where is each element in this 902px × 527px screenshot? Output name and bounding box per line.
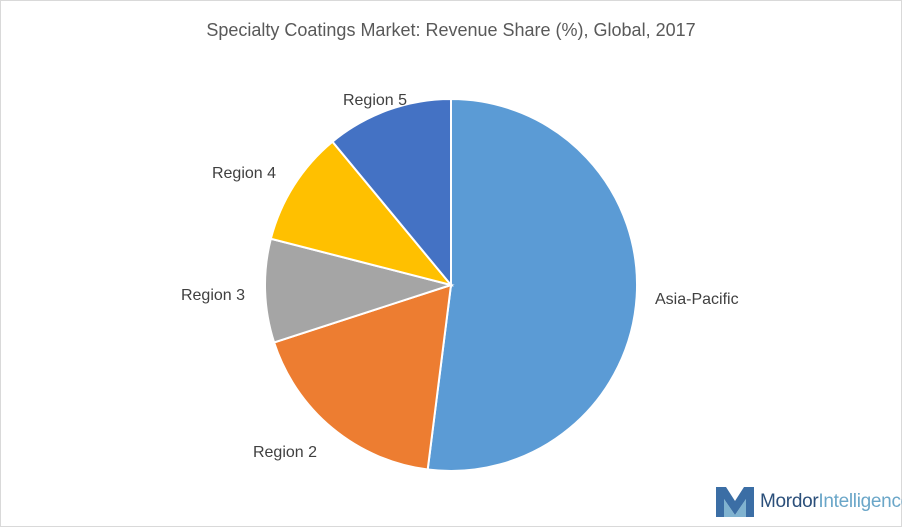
pie-slice-region-3 xyxy=(264,237,455,344)
slice-label-region-2: Region 2 xyxy=(253,444,317,461)
logo-word-second: Intelligence xyxy=(818,491,902,512)
slice-label-asia-pacific: Asia-Pacific xyxy=(655,291,739,308)
slice-label-region-3: Region 3 xyxy=(181,287,245,304)
chart-title: Specialty Coatings Market: Revenue Share… xyxy=(206,20,696,40)
slice-label-region-4: Region 4 xyxy=(212,165,276,182)
slice-labels: Asia-Pacific Region 2 Region 3 Region 4 Regi… xyxy=(181,92,739,461)
pie-slice-region-2 xyxy=(272,283,453,471)
pie-slice-region-5 xyxy=(331,97,452,288)
pie-slices xyxy=(264,97,639,472)
slice-label-region-5: Region 5 xyxy=(343,92,407,109)
pie-slice-region-4 xyxy=(269,140,454,287)
mordor-logo-icon xyxy=(716,487,754,517)
logo-word-first: Mordor xyxy=(760,491,819,512)
pie-slice-asia-pacific xyxy=(426,97,639,472)
logo-wordmark: MordorIntelligence xyxy=(760,491,902,513)
brand-logo: MordorIntelligence xyxy=(716,486,902,518)
